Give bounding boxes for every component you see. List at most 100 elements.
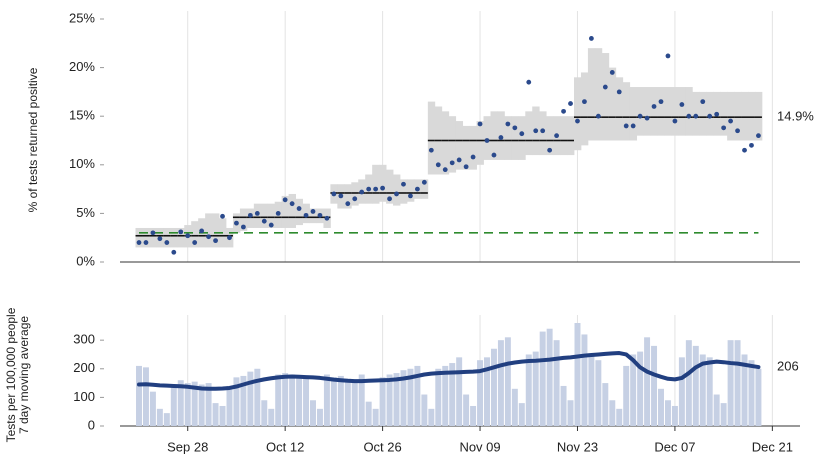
confidence-band	[678, 87, 686, 136]
bar	[699, 354, 706, 426]
data-point	[491, 152, 497, 158]
data-point	[477, 121, 483, 127]
bar	[365, 401, 372, 426]
confidence-band	[692, 91, 700, 136]
confidence-band	[149, 227, 157, 248]
data-point	[366, 186, 372, 192]
bar	[553, 340, 560, 426]
confidence-band	[170, 227, 178, 248]
data-point	[171, 249, 177, 255]
data-point	[157, 236, 163, 242]
y-tick-label: 15%	[69, 108, 95, 123]
bar	[637, 351, 644, 426]
data-point	[268, 222, 274, 228]
confidence-band	[699, 91, 707, 136]
confidence-band	[685, 87, 693, 136]
x-tick-label: Oct 12	[266, 439, 304, 454]
confidence-band	[748, 91, 756, 141]
data-point	[644, 115, 650, 121]
confidence-band	[177, 227, 185, 248]
data-point	[220, 213, 225, 219]
y-tick-label: 5%	[76, 205, 95, 220]
confidence-band	[142, 227, 150, 248]
data-point	[247, 212, 253, 218]
data-point	[595, 113, 601, 119]
bar	[518, 403, 525, 426]
bar	[428, 408, 435, 426]
y-tick-label: 0%	[76, 253, 95, 268]
data-point	[623, 123, 629, 129]
data-point	[742, 147, 747, 153]
bar	[658, 388, 664, 426]
data-point	[672, 118, 678, 124]
confidence-band	[560, 116, 568, 156]
confidence-band	[727, 91, 735, 141]
confidence-band	[664, 87, 672, 136]
data-point	[707, 113, 713, 119]
data-point	[582, 99, 587, 105]
bar	[177, 380, 184, 426]
y-axis-title: Tests per 100,000 people	[4, 307, 18, 442]
confidence-band	[295, 198, 303, 226]
bar	[671, 405, 678, 426]
bar	[644, 337, 651, 426]
bar	[191, 381, 198, 426]
confidence-band	[574, 77, 582, 151]
data-point	[616, 89, 622, 95]
bar	[525, 354, 532, 426]
data-point	[686, 113, 692, 119]
confidence-band	[372, 164, 380, 204]
confidence-band	[643, 87, 651, 136]
data-point	[241, 224, 246, 230]
confidence-band	[539, 111, 547, 156]
data-point	[227, 235, 232, 241]
bar	[504, 337, 511, 426]
data-point	[609, 70, 615, 75]
confidence-band	[622, 82, 631, 141]
confidence-band	[741, 91, 749, 141]
data-point	[150, 230, 156, 236]
data-point	[428, 147, 434, 153]
data-point	[435, 162, 441, 168]
bar	[184, 383, 191, 426]
data-point	[561, 108, 566, 114]
bar	[136, 365, 142, 426]
data-point	[345, 201, 351, 207]
data-point	[324, 215, 330, 221]
confidence-band	[288, 193, 296, 228]
bar	[678, 357, 685, 426]
bar	[372, 408, 379, 426]
confidence-band	[629, 87, 638, 141]
confidence-band	[462, 125, 470, 170]
data-point	[463, 164, 469, 170]
confidence-band	[239, 208, 248, 231]
confidence-band	[246, 208, 255, 228]
bar	[741, 354, 748, 426]
bar	[261, 400, 268, 426]
bar	[470, 405, 477, 426]
bar	[170, 385, 177, 426]
bar	[303, 377, 310, 426]
data-point	[213, 238, 218, 244]
data-point	[331, 191, 337, 197]
data-point	[540, 128, 546, 134]
data-point	[679, 102, 685, 107]
data-point	[303, 212, 309, 218]
data-point	[470, 154, 476, 160]
bar	[456, 357, 463, 426]
data-point	[637, 113, 643, 119]
confidence-band	[253, 203, 262, 228]
data-point	[206, 234, 212, 240]
confidence-band	[615, 77, 624, 141]
bar	[630, 354, 637, 426]
confidence-band	[455, 121, 464, 170]
bar	[219, 405, 226, 426]
bar	[574, 323, 581, 426]
bar	[588, 354, 595, 426]
bar	[400, 370, 407, 426]
x-tick-label: Dec 07	[654, 439, 695, 454]
data-point	[658, 99, 664, 105]
bar	[692, 345, 699, 426]
bar	[205, 383, 212, 426]
